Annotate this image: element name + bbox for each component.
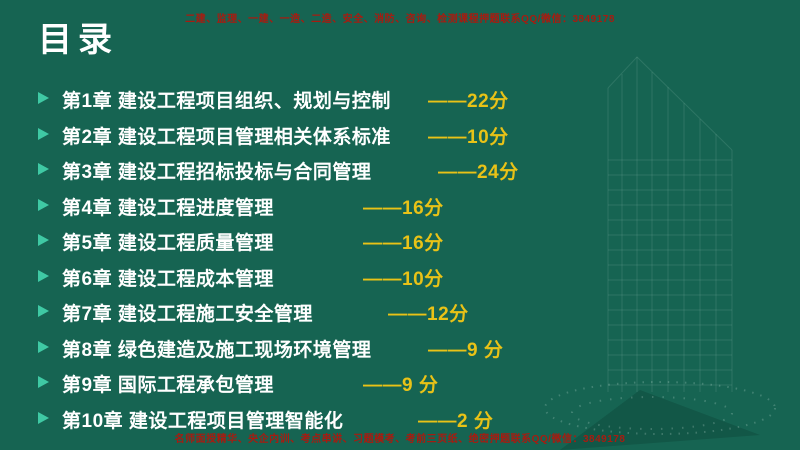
chapter-label: 第3章 建设工程招标投标与合同管理: [62, 162, 372, 184]
arrow-bullet-icon: [38, 120, 62, 156]
chapter-points: ——24分: [438, 162, 519, 183]
arrow-bullet-icon: [38, 368, 62, 404]
chapter-points: ——22分: [428, 91, 509, 112]
chapter-label: 第8章 绿色建造及施工现场环境管理: [62, 339, 372, 361]
chapter-points: ——9 分: [428, 339, 504, 361]
bottom-notice-text: 名师面授精华、央企内训、考点串讲、习题模考、考前三页纸、绝密押题联系QQ/微信：…: [174, 434, 626, 445]
chapter-label: 第10章 建设工程项目管理智能化: [62, 410, 344, 432]
chapter-points: ——16分: [363, 233, 444, 254]
chapter-label: 第1章 建设工程项目组织、规划与控制: [62, 91, 391, 113]
chapter-label: 第6章 建设工程成本管理: [62, 268, 274, 290]
arrow-bullet-icon: [38, 84, 62, 120]
arrow-bullet-icon: [38, 226, 62, 262]
toc-item[interactable]: 第10章 建设工程项目管理智能化 ——2 分: [38, 404, 790, 440]
toc-item[interactable]: 第2章 建设工程项目管理相关体系标准 ——10分: [38, 120, 790, 156]
chapter-points: ——16分: [363, 197, 444, 219]
arrow-bullet-icon: [38, 404, 62, 440]
toc-item[interactable]: 第7章 建设工程施工安全管理 ——12分: [38, 297, 790, 333]
chapter-label: 第5章 建设工程质量管理: [62, 233, 274, 255]
toc-item[interactable]: 第5章 建设工程质量管理 ——16分: [38, 226, 790, 262]
chapter-label: 第9章 国际工程承包管理: [62, 375, 274, 397]
chapter-label: 第7章 建设工程施工安全管理: [62, 304, 313, 326]
chapter-points: ——10分: [363, 268, 444, 290]
chapter-points: ——10分: [428, 126, 509, 148]
arrow-bullet-icon: [38, 262, 62, 298]
arrow-bullet-icon: [38, 297, 62, 333]
page-title: 目录: [38, 21, 118, 59]
toc-item[interactable]: 第3章 建设工程招标投标与合同管理 ——24分: [38, 155, 790, 191]
toc-item[interactable]: 第4章 建设工程进度管理 ——16分: [38, 191, 790, 227]
chapter-points: ——2 分: [418, 410, 494, 432]
chapter-points: ——12分: [388, 304, 469, 325]
arrow-bullet-icon: [38, 155, 62, 191]
chapter-label: 第4章 建设工程进度管理: [62, 197, 274, 219]
toc-list: 第1章 建设工程项目组织、规划与控制 ——22分 第2章 建设工程项目管理相关体…: [38, 84, 790, 439]
top-notice-text: 二建、监理、一建、一造、二造、安全、消防、咨询、检测课程押题联系QQ/微信：38…: [185, 14, 615, 25]
toc-item[interactable]: 第8章 绿色建造及施工现场环境管理 ——9 分: [38, 333, 790, 369]
chapter-label: 第2章 建设工程项目管理相关体系标准: [62, 126, 391, 148]
arrow-bullet-icon: [38, 191, 62, 227]
toc-item[interactable]: 第1章 建设工程项目组织、规划与控制 ——22分: [38, 84, 790, 120]
toc-item[interactable]: 第6章 建设工程成本管理 ——10分: [38, 262, 790, 298]
toc-item[interactable]: 第9章 国际工程承包管理 ——9 分: [38, 368, 790, 404]
arrow-bullet-icon: [38, 333, 62, 369]
chapter-points: ——9 分: [363, 375, 439, 396]
